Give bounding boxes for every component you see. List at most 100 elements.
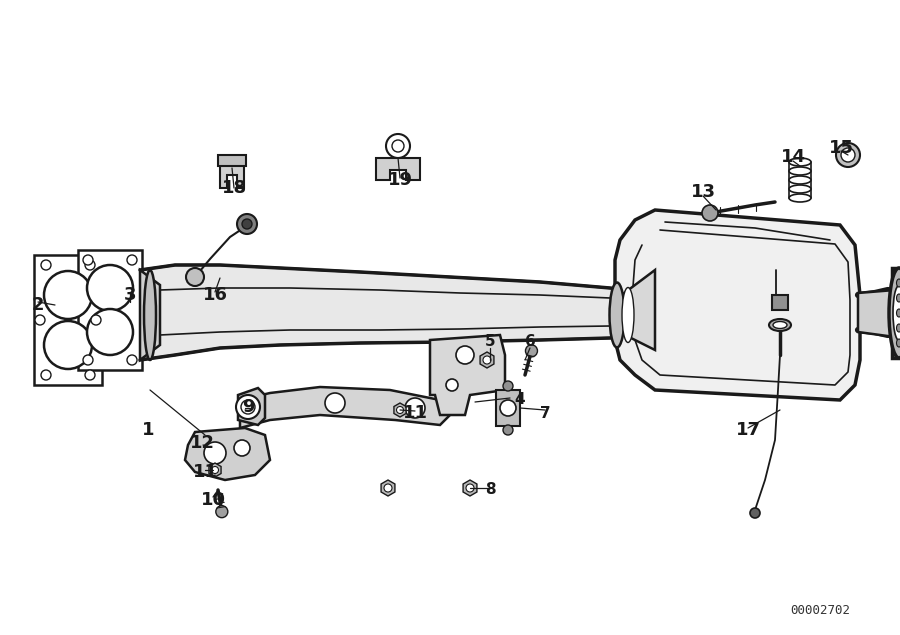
Polygon shape <box>240 387 450 428</box>
Circle shape <box>44 271 92 319</box>
Polygon shape <box>394 403 406 417</box>
Polygon shape <box>858 290 895 337</box>
Ellipse shape <box>622 288 634 342</box>
Text: 9: 9 <box>242 398 254 416</box>
Text: 11: 11 <box>193 463 218 481</box>
Polygon shape <box>615 210 860 400</box>
Text: 7: 7 <box>540 406 550 420</box>
Circle shape <box>127 255 137 265</box>
Text: 4: 4 <box>515 392 526 408</box>
Ellipse shape <box>789 158 811 166</box>
Circle shape <box>397 406 403 413</box>
Ellipse shape <box>896 279 900 287</box>
Circle shape <box>237 214 257 234</box>
Circle shape <box>236 395 260 419</box>
Polygon shape <box>430 335 505 415</box>
Ellipse shape <box>609 283 625 347</box>
Circle shape <box>241 400 255 414</box>
Text: 1: 1 <box>142 421 154 439</box>
Ellipse shape <box>896 324 900 332</box>
Circle shape <box>44 321 92 369</box>
Circle shape <box>446 379 458 391</box>
Circle shape <box>405 398 425 418</box>
Circle shape <box>186 268 204 286</box>
Ellipse shape <box>773 321 787 328</box>
Text: 17: 17 <box>735 421 760 439</box>
Circle shape <box>87 265 133 311</box>
Ellipse shape <box>789 176 811 184</box>
Circle shape <box>466 484 474 492</box>
Polygon shape <box>480 352 494 368</box>
Circle shape <box>392 140 404 152</box>
Polygon shape <box>140 270 160 360</box>
Circle shape <box>234 440 250 456</box>
Circle shape <box>83 255 93 265</box>
Circle shape <box>503 425 513 435</box>
Circle shape <box>242 219 252 229</box>
Text: 15: 15 <box>829 139 853 157</box>
Polygon shape <box>34 255 102 385</box>
Text: 19: 19 <box>388 171 412 189</box>
Circle shape <box>386 134 410 158</box>
Ellipse shape <box>789 167 811 175</box>
Polygon shape <box>376 158 420 180</box>
Circle shape <box>85 260 95 270</box>
Polygon shape <box>892 268 900 358</box>
Circle shape <box>41 260 51 270</box>
Text: 16: 16 <box>202 286 228 304</box>
Circle shape <box>216 505 228 518</box>
Circle shape <box>841 148 855 162</box>
Circle shape <box>750 508 760 518</box>
Polygon shape <box>615 270 655 350</box>
Polygon shape <box>140 265 655 360</box>
Circle shape <box>702 205 718 221</box>
Circle shape <box>500 400 516 416</box>
Polygon shape <box>78 250 142 370</box>
Text: 6: 6 <box>525 335 535 349</box>
Polygon shape <box>218 155 246 166</box>
Circle shape <box>456 346 474 364</box>
Text: 3: 3 <box>124 286 136 304</box>
Polygon shape <box>381 480 395 496</box>
Circle shape <box>836 143 860 167</box>
Text: 00002702: 00002702 <box>790 603 850 617</box>
Polygon shape <box>464 480 477 496</box>
Text: 12: 12 <box>190 434 214 452</box>
Ellipse shape <box>889 268 900 358</box>
Circle shape <box>127 355 137 365</box>
Circle shape <box>35 315 45 325</box>
Circle shape <box>483 356 491 364</box>
Text: 18: 18 <box>221 179 247 197</box>
Ellipse shape <box>789 194 811 202</box>
Circle shape <box>212 467 219 474</box>
Ellipse shape <box>896 339 900 347</box>
Circle shape <box>41 370 51 380</box>
Circle shape <box>526 345 537 357</box>
Ellipse shape <box>769 319 791 331</box>
Text: 11: 11 <box>402 404 428 422</box>
Circle shape <box>325 393 345 413</box>
Ellipse shape <box>896 294 900 302</box>
Ellipse shape <box>893 286 900 340</box>
Text: 5: 5 <box>485 335 495 349</box>
Ellipse shape <box>144 270 156 360</box>
Text: 2: 2 <box>32 296 44 314</box>
Circle shape <box>87 309 133 355</box>
Polygon shape <box>496 390 520 426</box>
Polygon shape <box>238 388 265 425</box>
Polygon shape <box>185 428 270 480</box>
Polygon shape <box>209 463 221 477</box>
Polygon shape <box>220 165 244 188</box>
Text: 14: 14 <box>780 148 806 166</box>
Text: 13: 13 <box>690 183 716 201</box>
Circle shape <box>503 381 513 391</box>
Text: 10: 10 <box>201 491 226 509</box>
Polygon shape <box>772 295 788 310</box>
Circle shape <box>85 370 95 380</box>
Circle shape <box>204 442 226 464</box>
Ellipse shape <box>896 309 900 317</box>
Circle shape <box>91 315 101 325</box>
Circle shape <box>83 355 93 365</box>
Ellipse shape <box>789 185 811 193</box>
Text: 8: 8 <box>485 483 495 497</box>
